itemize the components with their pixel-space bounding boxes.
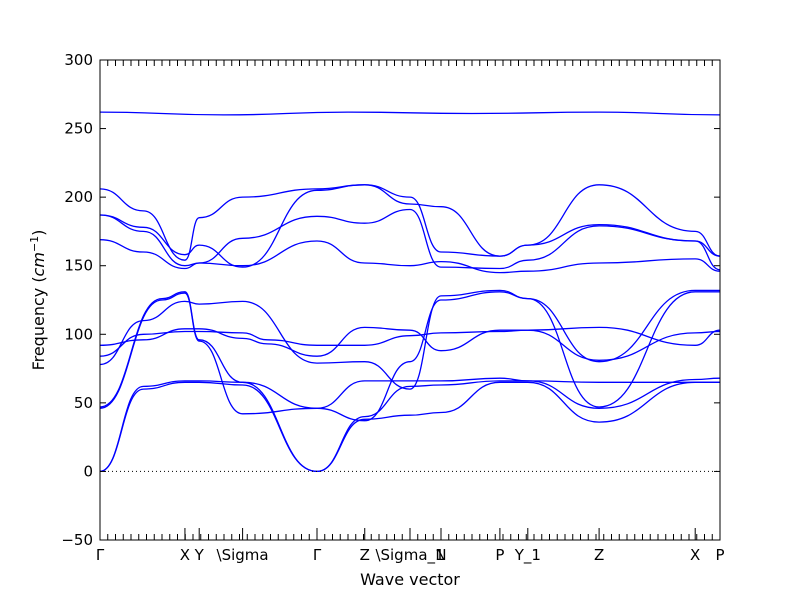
x-tick-label: Y xyxy=(194,546,205,564)
band-8 xyxy=(99,239,721,274)
bands-layer xyxy=(99,111,721,473)
y-tick-label: −50 xyxy=(61,531,93,549)
x-tick-label: \Sigma_1 xyxy=(375,546,444,565)
x-tick-label: Y_1 xyxy=(514,546,541,565)
band-9 xyxy=(99,208,721,271)
band-4 xyxy=(99,291,720,422)
band-11 xyxy=(99,184,721,261)
x-tick-label: N xyxy=(435,546,446,564)
y-axis-label-close: ) xyxy=(29,230,48,236)
band-3 xyxy=(99,292,720,415)
plot-frame xyxy=(99,59,721,541)
x-axis-label: Wave vector xyxy=(360,570,460,589)
band-2 xyxy=(99,377,721,473)
y-axis-label-unit: cm xyxy=(29,252,48,276)
y-axis: −50 0 50 100 150 200 250 300 xyxy=(61,51,720,549)
y-axis-label: Frequency (cm−1) xyxy=(28,230,49,371)
x-tick-label: P xyxy=(715,546,724,564)
band-10 xyxy=(99,184,721,268)
x-tick-label: X xyxy=(690,546,700,564)
y-tick-label: 150 xyxy=(64,257,93,275)
y-tick-label: 50 xyxy=(74,394,93,412)
y-tick-label: 200 xyxy=(64,188,93,206)
x-tick-label: Γ xyxy=(313,546,322,564)
x-axis: Γ X Y \Sigma Γ Z \Sigma_1N P Y_1 Z X P xyxy=(96,60,725,565)
y-tick-label: 300 xyxy=(64,51,93,69)
band-1 xyxy=(99,381,720,473)
x-tick-label: X xyxy=(180,546,190,564)
band-6 xyxy=(99,326,721,357)
x-tick-label: P xyxy=(495,546,504,564)
x-tick-label: Z xyxy=(594,546,604,564)
band-5 xyxy=(99,289,720,390)
band-7 xyxy=(99,326,721,361)
x-tick-label: Γ xyxy=(96,546,105,564)
y-tick-label: 100 xyxy=(64,325,93,343)
y-tick-label: 250 xyxy=(64,120,93,138)
y-axis-label-unit-exponent: −1 xyxy=(28,236,41,252)
y-tick-label: 0 xyxy=(83,462,93,480)
x-tick-label: Z xyxy=(360,546,370,564)
band-12 xyxy=(99,111,721,116)
y-axis-label-text: Frequency ( xyxy=(29,276,48,370)
x-tick-label: \Sigma xyxy=(217,546,269,564)
